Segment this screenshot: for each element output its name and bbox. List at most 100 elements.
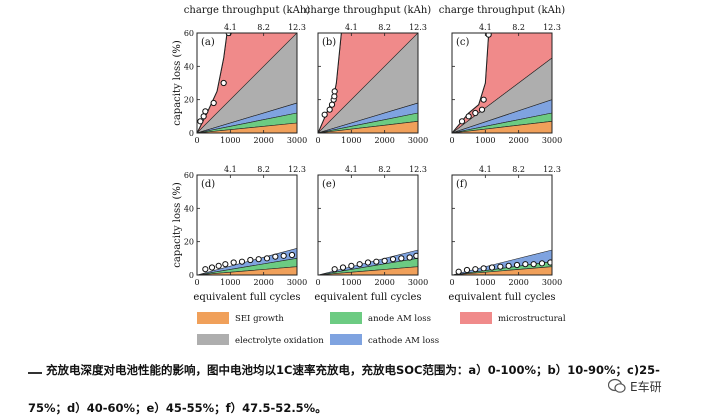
data-point [398,255,405,262]
data-point [488,264,496,271]
x-tick-label: 2000 [374,136,394,145]
top-tick-label: 12.3 [288,165,306,174]
data-point [480,96,487,103]
data-point [222,261,229,268]
data-point [413,252,418,259]
x-tick-label: 1000 [341,136,361,145]
data-point [364,259,372,266]
panel-frame [451,174,553,276]
data-point [547,259,552,266]
panel-plot-area [197,248,297,275]
panel-f: (f) 0 1000 2000 3000 4.1 8.2 12.3 [449,165,562,287]
caption-line-2: 75%；d）40-60%；e）45-55%；f）47.5-52.5%。 [28,400,698,416]
panel-frame [317,174,419,276]
legend-swatch [330,312,362,324]
x-axis-title: equivalent full cycles [314,292,421,303]
panel-plot-area [318,249,418,275]
x-tick-label: 0 [194,136,199,145]
x-tick-label: 3000 [542,278,562,287]
data-point [202,266,209,273]
y-tick-label: 40 [184,204,194,213]
data-point [389,256,397,263]
panel-d: (d) 0 1000 2000 3000 4.1 8.2 12.3 0 20 40 60 [184,165,307,287]
data-point [331,93,338,100]
panel-plot-area [452,249,552,275]
top-tick-label: 8.2 [512,23,525,32]
sei-growth-area [452,266,552,275]
data-point [326,106,333,113]
data-point [522,261,529,268]
x-tick-label: 2000 [253,278,273,287]
x-axis-title: equivalent full cycles [448,292,555,303]
panel-plot-area [197,33,297,133]
data-point [247,256,254,264]
top-tick-label: 4.1 [479,23,492,32]
x-tick-label: 2000 [253,136,273,145]
data-point [263,255,271,262]
unused-area [197,33,227,133]
panel-c: (c) 0 1000 2000 3000 4.1 8.2 12.3 [449,23,562,145]
data-point [348,262,355,269]
data-point [356,261,363,268]
y-tick-label: 60 [184,29,194,38]
data-point [215,262,222,269]
data-point [210,99,217,107]
data-point [513,261,521,269]
y-axis-title: capacity loss (%) [172,40,183,126]
top-tick-label: 4.1 [224,165,237,174]
data-point [272,253,279,260]
caption-text-2: 75%；d）40-60%；e）45-55%；f）47.5-52.5%。 [28,401,327,415]
data-point [321,111,328,118]
data-point [339,264,347,271]
panel-plot-area [318,33,418,133]
data-point [465,113,472,120]
data-point [230,259,237,266]
x-tick-label: 1000 [220,278,240,287]
x-tick-label: 3000 [287,136,307,145]
unused-area [452,33,489,133]
data-point [208,264,216,271]
data-point [463,266,471,274]
caption-text-1: 充放电深度对电池性能的影响，图中电池均以1C速率充放电，充放电SOC范围为：a）… [46,363,660,377]
sei-growth-area [318,266,418,275]
x-tick-label: 3000 [287,278,307,287]
data-point [328,101,336,108]
data-point [538,260,546,267]
top-tick-label: 8.2 [378,23,391,32]
panel-label: (e) [322,179,336,190]
watermark-text: E车研 [630,379,662,394]
data-point [255,256,262,263]
panel-frame [317,32,419,134]
legend-item: SEI growth [197,312,284,324]
y-tick-label: 20 [184,238,194,247]
top-tick-label: 12.3 [409,165,427,174]
x-tick-label: 1000 [341,278,361,287]
top-axis-title: charge throughput (kAh) [184,5,310,16]
top-tick-label: 4.1 [345,165,358,174]
x-tick-label: 3000 [408,136,428,145]
y-tick-label: 20 [184,96,194,105]
top-axis-title: charge throughput (kAh) [439,5,565,16]
top-tick-label: 12.3 [543,165,561,174]
data-point [220,79,227,87]
top-tick-label: 8.2 [257,165,270,174]
legend-label: microstructural [498,314,566,324]
top-tick-label: 8.2 [512,165,525,174]
data-point [202,108,209,115]
legend-label: SEI growth [235,314,284,324]
top-tick-label: 4.1 [224,23,237,32]
data-point [472,109,479,117]
x-tick-label: 0 [194,278,199,287]
x-tick-label: 0 [449,136,454,145]
unused-area [318,33,342,133]
y-tick-label: 0 [189,129,194,138]
panel-a: (a) 0 1000 2000 3000 4.1 8.2 12.3 0 20 40 60 [184,23,307,145]
y-tick-label: 0 [189,271,194,280]
top-tick-label: 12.3 [288,23,306,32]
y-tick-label: 60 [184,171,194,180]
data-point [331,266,338,273]
x-tick-label: 0 [315,136,320,145]
micro-boundary-edge [197,33,228,133]
top-tick-label: 12.3 [543,23,561,32]
